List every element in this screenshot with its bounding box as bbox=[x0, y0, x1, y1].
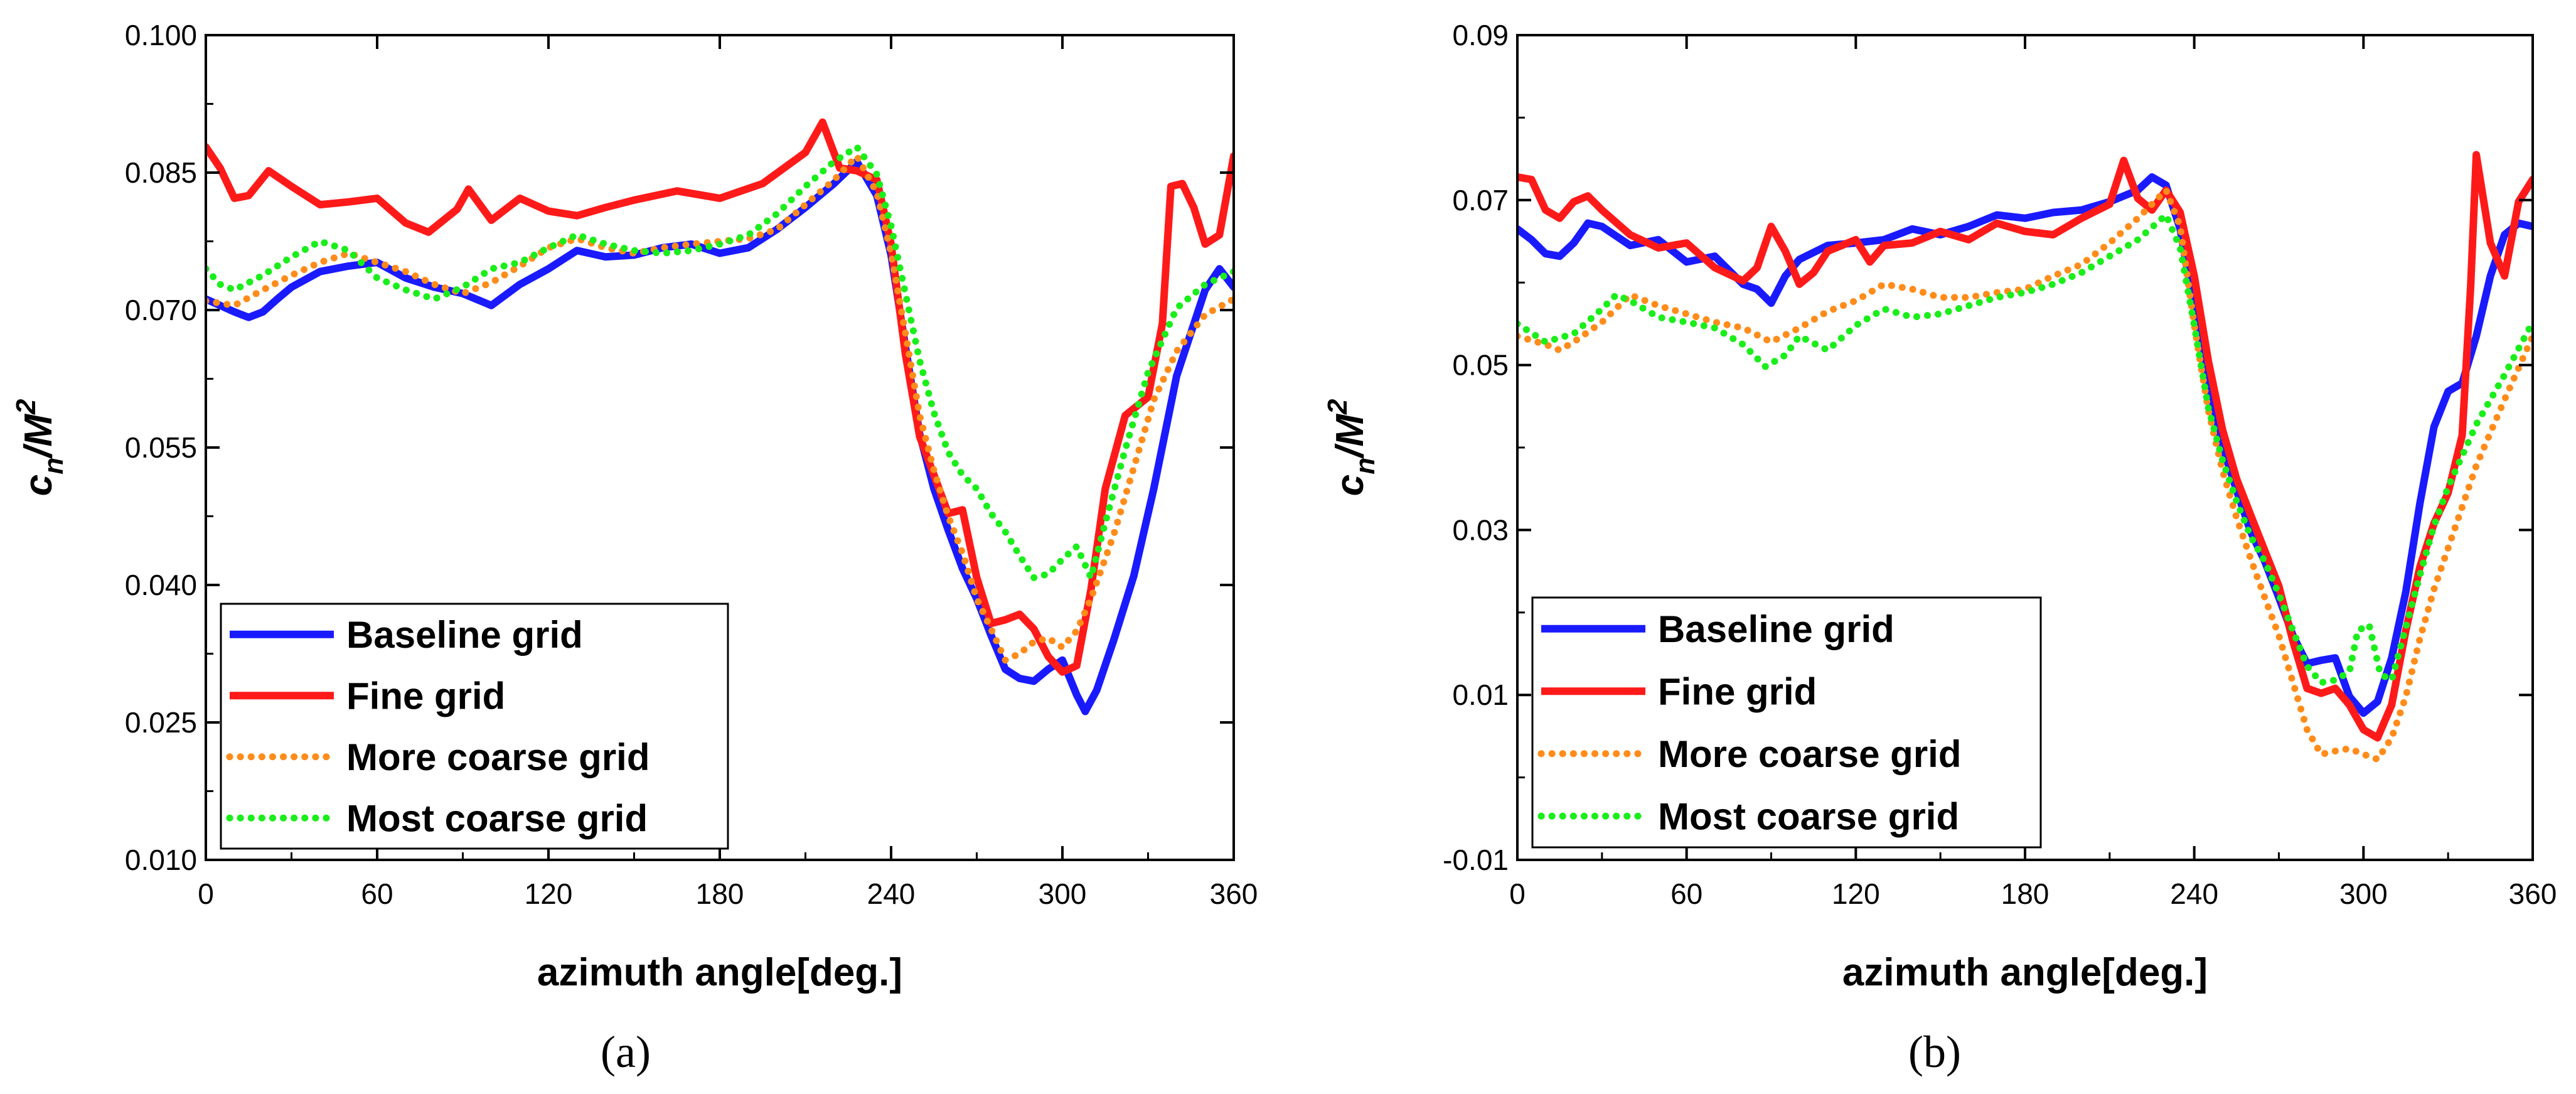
legend-label: Baseline grid bbox=[1658, 608, 1895, 650]
y-tick-label: 0.07 bbox=[1452, 184, 1509, 217]
y-tick-label: 0.070 bbox=[125, 294, 197, 326]
y-tick-label: 0.100 bbox=[125, 19, 197, 51]
series-line-most-coarse-grid bbox=[206, 143, 1234, 581]
legend-box bbox=[220, 603, 729, 850]
legend: Baseline grid Fine grid More coarse grid Mo… bbox=[220, 603, 729, 850]
legend-label: Fine grid bbox=[346, 675, 505, 717]
series-line-more-coarse-grid bbox=[1517, 186, 2533, 763]
legend-box bbox=[1531, 596, 2042, 849]
y-tick-label: 0.025 bbox=[125, 706, 197, 739]
legend-label: Baseline grid bbox=[346, 614, 583, 656]
y-axis-title: cn/M2 bbox=[1322, 399, 1381, 496]
x-axis-title: azimuth angle[deg.] bbox=[1842, 951, 2208, 994]
x-tick-label: 0 bbox=[1509, 877, 1526, 910]
y-axis-title: cn/M2 bbox=[11, 399, 69, 496]
series-group bbox=[1517, 151, 2533, 763]
series-line-more-coarse-grid bbox=[206, 153, 1234, 664]
y-tick-label: 0.03 bbox=[1452, 513, 1509, 546]
y-tick-label: 0.055 bbox=[125, 431, 197, 464]
legend: Baseline grid Fine grid More coarse grid Mo… bbox=[1531, 596, 2042, 849]
x-tick-label: 240 bbox=[2170, 877, 2218, 910]
y-tick-label: 0.040 bbox=[125, 569, 197, 601]
x-tick-label: 360 bbox=[2509, 877, 2557, 910]
y-tick-label: 0.09 bbox=[1452, 19, 1509, 51]
chart-panel-b: 0 60 120 180 240 300 360 -0.01 0.01 0.03 0.05 0.07 0… bbox=[1322, 19, 2557, 1077]
legend-label: More coarse grid bbox=[1658, 733, 1962, 775]
x-tick-label: 60 bbox=[1670, 877, 1702, 910]
series-line-fine-grid bbox=[1517, 151, 2533, 742]
legend-label: Most coarse grid bbox=[346, 797, 648, 839]
y-tick-label: 0.05 bbox=[1452, 349, 1509, 382]
y-tick-label: 0.085 bbox=[125, 156, 197, 189]
legend-label: More coarse grid bbox=[346, 736, 650, 778]
x-tick-label: 300 bbox=[2339, 877, 2388, 910]
x-tick-label: 0 bbox=[198, 877, 214, 910]
panel-caption: (b) bbox=[1908, 1027, 1961, 1077]
x-tick-label: 180 bbox=[2001, 877, 2050, 910]
x-tick-label: 60 bbox=[361, 877, 393, 910]
x-tick-label: 120 bbox=[525, 877, 573, 910]
x-tick-label: 180 bbox=[696, 877, 744, 910]
panel-caption: (a) bbox=[601, 1027, 651, 1077]
chart-panel-a: 0 60 120 180 240 300 360 0.010 0.025 0.040 0.055 0.… bbox=[11, 19, 1258, 1077]
y-tick-label: -0.01 bbox=[1443, 844, 1509, 876]
y-tick-label: 0.01 bbox=[1452, 678, 1509, 711]
series-group bbox=[206, 118, 1234, 716]
legend-label: Most coarse grid bbox=[1658, 795, 1959, 837]
series-line-most-coarse-grid bbox=[1517, 212, 2533, 686]
series-line-fine-grid bbox=[206, 118, 1234, 676]
x-axis-title: azimuth angle[deg.] bbox=[537, 951, 902, 994]
x-tick-label: 240 bbox=[867, 877, 916, 910]
x-tick-label: 120 bbox=[1832, 877, 1880, 910]
x-tick-label: 360 bbox=[1210, 877, 1258, 910]
legend-label: Fine grid bbox=[1658, 670, 1817, 712]
series-line-baseline-grid bbox=[1517, 173, 2533, 717]
x-tick-label: 300 bbox=[1039, 877, 1087, 910]
series-line-baseline-grid bbox=[206, 158, 1234, 716]
y-tick-label: 0.010 bbox=[125, 844, 197, 876]
